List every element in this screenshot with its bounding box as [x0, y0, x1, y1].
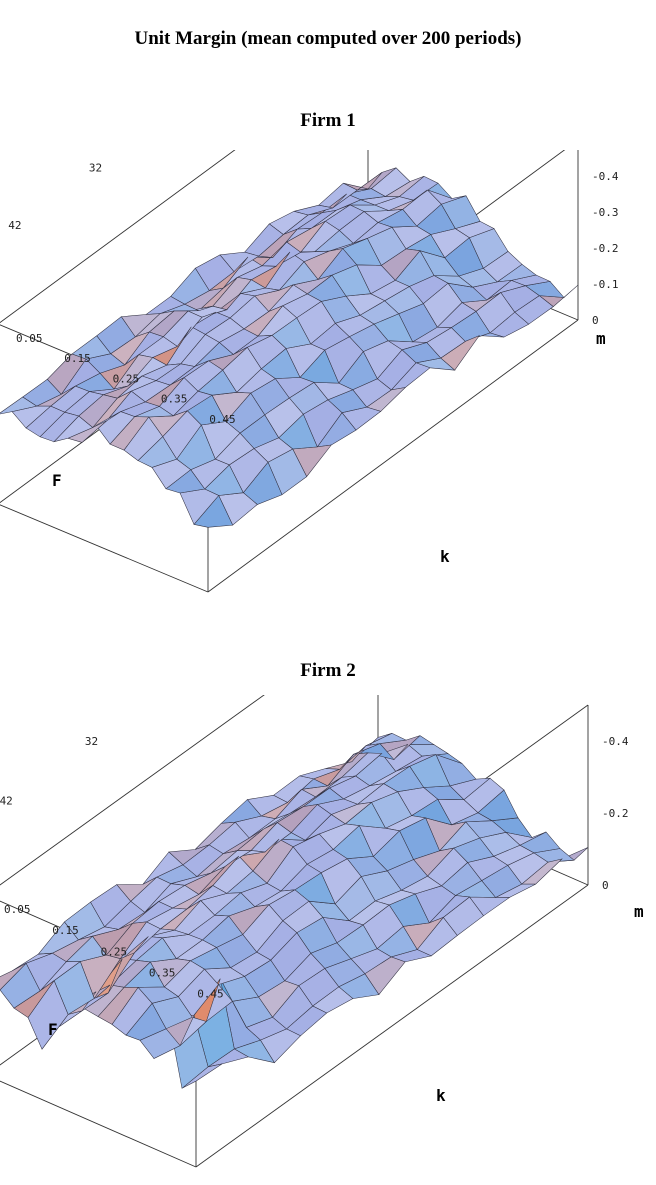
axis-ticks: 2122232420.050.150.250.350.450-0.2-0.4	[0, 735, 629, 1001]
firm1-surface-plot: 2122232420.050.150.250.350.450-0.1-0.2-0…	[0, 150, 619, 593]
axis-ticks: 2122232420.050.150.250.350.450-0.1-0.2-0…	[8, 161, 619, 426]
firm1-title: Firm 1	[300, 110, 356, 131]
m-axis-label: m	[634, 902, 644, 921]
m-tick-label: -0.2	[592, 242, 619, 255]
f-tick-label: 32	[85, 735, 98, 748]
m-tick-label: -0.1	[592, 278, 619, 291]
k-axis-label: k	[436, 1086, 446, 1105]
m-tick-label: -0.4	[592, 170, 619, 183]
surface-patch	[0, 396, 38, 415]
f-tick-label: 42	[8, 219, 21, 232]
f-axis-label: F	[52, 471, 62, 490]
box-edge-bottom-right	[0, 150, 236, 324]
k-tick-label: 0.15	[52, 924, 79, 937]
box-edge-top-front	[0, 504, 209, 593]
m-tick-label: -0.2	[602, 807, 629, 820]
k-axis-label: k	[440, 547, 450, 566]
box-edge-top-left	[195, 884, 589, 1168]
k-tick-label: 0.05	[4, 903, 31, 916]
firm2-surface-plot: 2122232420.050.150.250.350.450-0.2-0.4Fk…	[0, 695, 644, 1168]
surface-mesh	[0, 167, 579, 528]
k-tick-label: 0.35	[149, 966, 176, 979]
f-tick-label: 42	[0, 795, 13, 808]
k-tick-label: 0.35	[161, 393, 188, 406]
k-tick-label: 0.25	[113, 372, 140, 385]
k-tick-label: 0.15	[64, 352, 91, 365]
m-tick-label: -0.4	[602, 735, 629, 748]
k-tick-label: 0.45	[197, 988, 224, 1001]
surface-patch	[0, 962, 41, 1009]
box-edge-top-front	[0, 1080, 197, 1168]
m-axis-label: m	[596, 329, 606, 348]
box-edge-top-left	[207, 319, 579, 593]
box-edge-bottom-right	[0, 695, 265, 886]
f-axis-label: F	[48, 1020, 58, 1039]
k-tick-label: 0.25	[101, 945, 128, 958]
m-tick-label: 0	[592, 314, 599, 327]
surface-mesh	[0, 732, 589, 1089]
main-title: Unit Margin (mean computed over 200 peri…	[134, 28, 522, 49]
firm2-title: Firm 2	[300, 660, 356, 681]
m-tick-label: -0.3	[592, 206, 619, 219]
k-tick-label: 0.05	[16, 332, 43, 345]
f-tick-label: 32	[89, 161, 102, 174]
k-tick-label: 0.45	[209, 413, 236, 426]
m-tick-label: 0	[602, 879, 609, 892]
surface-patch	[0, 963, 27, 991]
